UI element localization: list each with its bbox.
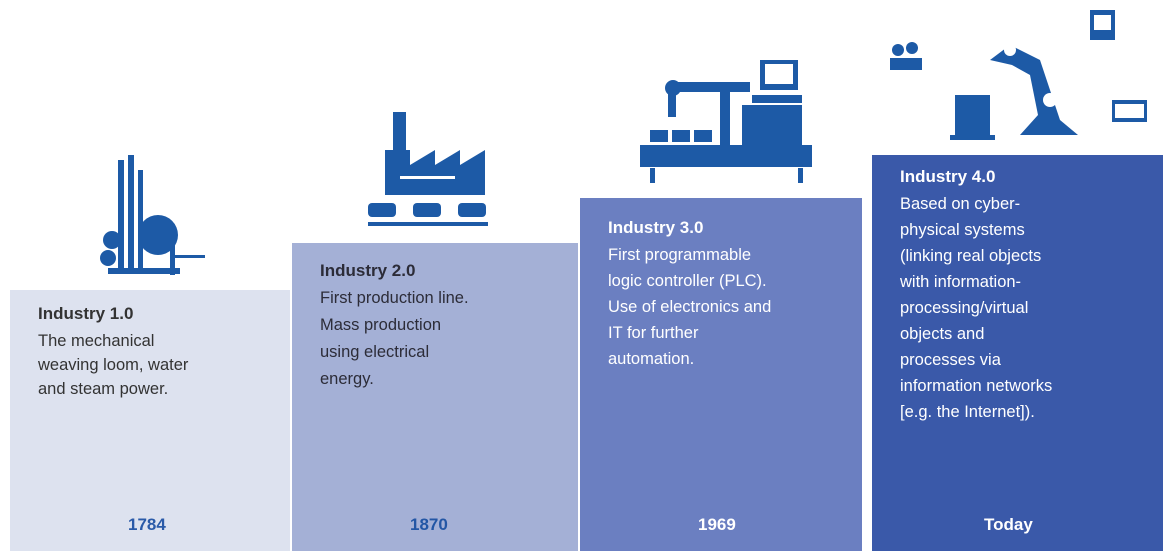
stage-year: Today: [872, 515, 1163, 535]
stage-description-line: using electrical: [320, 343, 429, 362]
cyber-physical-icon: [890, 10, 1147, 140]
stage-title: Industry 3.0: [608, 218, 703, 238]
stage-description-line: logic controller (PLC).: [608, 272, 767, 291]
stage-description-line: physical systems: [900, 221, 1025, 240]
factory-icon: [368, 112, 488, 226]
stage-description-line: processes via: [900, 351, 1001, 370]
stage-description-line: Use of electronics and: [608, 298, 771, 317]
stage-title: Industry 2.0: [320, 261, 415, 281]
stage-description-line: energy.: [320, 370, 374, 389]
stage-description-line: (linking real objects: [900, 247, 1041, 266]
loom-icon: [100, 155, 205, 275]
stage-description-line: objects and: [900, 325, 984, 344]
stage-description-line: automation.: [608, 350, 694, 369]
stage-description-line: First production line.: [320, 289, 469, 308]
stage: Industry 1.0 The mechanical weaving loom, …: [10, 290, 290, 551]
automation-icon: [640, 60, 812, 183]
stage-description-line: information networks: [900, 377, 1052, 396]
stage-description-line: with information-: [900, 273, 1021, 292]
stage-title: Industry 4.0: [900, 167, 995, 187]
stage-title: Industry 1.0: [38, 304, 133, 324]
stage-year: 1969: [580, 515, 862, 535]
stage: Industry 2.0 First production line. Mass p…: [292, 243, 578, 551]
industry-timeline: Industry 1.0 The mechanical weaving loom, …: [0, 0, 1163, 551]
stage-description-line: processing/virtual: [900, 299, 1028, 318]
stage-year: 1870: [292, 515, 578, 535]
stage: Industry 4.0 Based on cyber-physical syst…: [872, 155, 1163, 551]
stage-year: 1784: [10, 515, 290, 535]
stage-description-line: weaving loom, water: [38, 356, 188, 375]
stage-description-line: IT for further: [608, 324, 698, 343]
stage-description-line: [e.g. the Internet]).: [900, 403, 1035, 422]
stage-description-line: The mechanical: [38, 332, 154, 351]
stage-description-line: Mass production: [320, 316, 441, 335]
stage-description-line: and steam power.: [38, 380, 168, 399]
stage-description-line: First programmable: [608, 246, 751, 265]
stage-description-line: Based on cyber-: [900, 195, 1020, 214]
stage: Industry 3.0 First programmable logic cont…: [580, 198, 862, 551]
